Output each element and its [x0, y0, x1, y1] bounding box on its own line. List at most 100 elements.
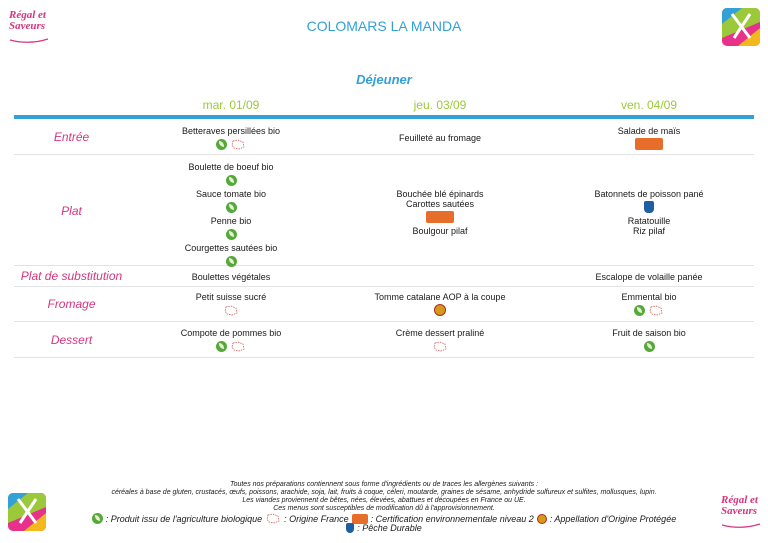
hve-icon	[426, 211, 454, 223]
brand-line2: Saveurs	[9, 20, 46, 32]
brand-line1: Régal et	[721, 494, 758, 506]
menu-item: Batonnets de poisson pané	[594, 189, 704, 199]
header-divider-bar	[14, 115, 754, 119]
hve-icon	[635, 138, 663, 150]
msc-icon	[346, 523, 355, 533]
brand-line1: Régal et	[9, 9, 46, 21]
menu-item: Crème dessert praliné	[395, 328, 485, 338]
row-divider	[14, 357, 754, 358]
legend-hve: : Certification environnementale niveau …	[370, 513, 534, 524]
origine-france-icon	[649, 305, 663, 315]
label-icons	[549, 138, 749, 150]
menu-item: Riz pilaf	[632, 226, 665, 236]
menu-item: Escalope de volaille panée	[595, 272, 703, 282]
row-divider	[14, 265, 754, 266]
menu-item: Emmental bio	[621, 292, 677, 302]
category-entree: Entrée	[53, 130, 90, 144]
cell-dessert-day1: Compote de pommes bio	[131, 328, 331, 355]
row-divider	[14, 321, 754, 322]
menu-item: Salade de maïs	[617, 126, 681, 136]
legend-msc: : Pêche Durable	[357, 523, 422, 533]
aop-icon	[536, 513, 547, 524]
label-icons	[131, 201, 331, 213]
cell-entree-day2: Feuilleté au fromage	[340, 133, 540, 143]
cell-plat-day3: Batonnets de poisson pané Ratatouille Riz …	[549, 189, 749, 236]
origine-france-icon	[231, 341, 245, 351]
label-icons	[131, 340, 331, 352]
origine-france-icon	[231, 139, 245, 149]
menu-item: Betteraves persillées bio	[181, 126, 281, 136]
label-icons	[131, 228, 331, 240]
cell-dessert-day2: Crème dessert praliné	[340, 328, 540, 355]
label-icons	[131, 255, 331, 267]
menu-item: Compote de pommes bio	[180, 328, 282, 338]
label-icons	[549, 201, 749, 213]
allergen-intro: Toutes nos préparations contiennent sous…	[229, 481, 539, 488]
day-header-1: mar. 01/09	[202, 98, 260, 112]
row-divider	[14, 154, 754, 155]
bio-icon	[216, 138, 227, 150]
legend-bio: : Produit issu de l'agriculture biologiq…	[105, 513, 263, 524]
bio-icon	[634, 304, 645, 316]
menu-item: Boulette de boeuf bio	[188, 162, 274, 172]
category-dessert: Dessert	[50, 333, 93, 347]
label-icons	[131, 138, 331, 150]
menu-item: Sauce tomate bio	[195, 189, 267, 199]
aop-icon	[434, 304, 446, 316]
menu-item: Boulgour pilaf	[412, 226, 468, 236]
meat-origin-note: Les viandes proviennent de bêtes, nées, …	[242, 497, 526, 504]
label-icons	[549, 304, 749, 316]
cell-substitution-day1: Boulettes végétales	[131, 272, 331, 282]
allergen-list: céréales à base de gluten, crustacés, œu…	[111, 489, 657, 496]
menu-item: Ratatouille	[627, 216, 671, 226]
cutlery-logo-icon	[8, 493, 46, 531]
day-header-3: ven. 04/09	[620, 98, 678, 112]
menu-item: Boulettes végétales	[191, 272, 271, 282]
cell-fromage-day3: Emmental bio	[549, 292, 749, 319]
menu-item: Feuilleté au fromage	[398, 133, 482, 143]
brand-swash-icon	[9, 38, 49, 43]
hve-icon	[351, 513, 368, 524]
legend-aop: : Appellation d'Origine Protégée	[549, 513, 677, 524]
category-plat: Plat	[61, 204, 82, 218]
cutlery-logo-icon	[722, 8, 760, 46]
label-legend-line2: : Pêche Durable	[0, 523, 768, 533]
bio-icon	[225, 228, 237, 240]
cell-substitution-day3: Escalope de volaille panée	[549, 272, 749, 282]
origine-france-icon	[433, 341, 447, 351]
cell-plat-day2: Bouchée blé épinards Carottes sautées Boul…	[340, 189, 540, 236]
menu-item: Bouchée blé épinards	[396, 189, 484, 199]
colorful-square-logo-top-right	[722, 8, 760, 46]
cell-entree-day3: Salade de maïs	[549, 126, 749, 153]
category-substitution: Plat de substitution	[20, 269, 123, 283]
category-fromage: Fromage	[47, 297, 96, 311]
legend-origine-france: : Origine France	[284, 513, 349, 524]
meal-title: Déjeuner	[356, 72, 412, 87]
menu-item: Carottes sautées	[405, 199, 475, 209]
cell-fromage-day2: Tomme catalane AOP à la coupe	[340, 292, 540, 319]
bio-icon	[643, 340, 655, 352]
label-icons	[131, 174, 331, 186]
day-header-2: jeu. 03/09	[413, 98, 467, 112]
origine-france-icon	[224, 305, 238, 315]
menu-item: Penne bio	[210, 216, 252, 226]
bio-icon	[225, 201, 237, 213]
bio-icon	[225, 174, 237, 186]
label-legend: : Produit issu de l'agriculture biologiq…	[0, 513, 768, 524]
bio-icon	[91, 513, 103, 524]
colorful-square-logo-bottom-left	[8, 493, 46, 531]
cell-fromage-day1: Petit suisse sucré	[131, 292, 331, 319]
menu-change-note: Ces menus sont susceptibles de modificat…	[273, 505, 495, 512]
cell-entree-day1: Betteraves persillées bio	[131, 126, 331, 153]
page-title: COLOMARS LA MANDA	[306, 18, 462, 34]
cell-dessert-day3: Fruit de saison bio	[549, 328, 749, 355]
menu-item: Tomme catalane AOP à la coupe	[374, 292, 506, 302]
origine-france-icon	[266, 513, 280, 524]
menu-item: Fruit de saison bio	[612, 328, 686, 338]
msc-icon	[644, 201, 654, 213]
menu-item: Petit suisse sucré	[195, 292, 267, 302]
cell-plat-day1: Boulette de boeuf bio Sauce tomate bio Pen…	[131, 162, 331, 270]
row-divider	[14, 286, 754, 287]
label-icons	[340, 211, 540, 223]
brand-line2: Saveurs	[721, 505, 758, 517]
